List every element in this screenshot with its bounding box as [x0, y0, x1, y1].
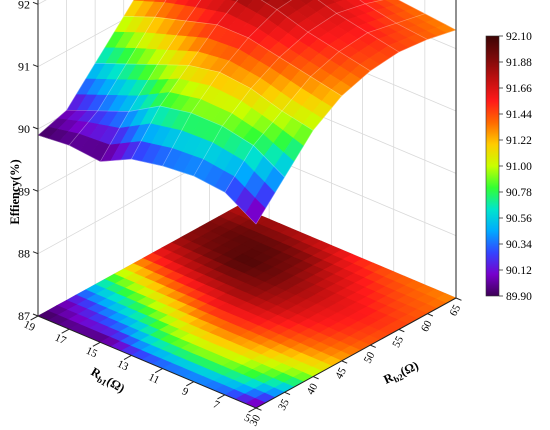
x-tick-label: 5 [242, 412, 253, 425]
y-axis-line [255, 297, 457, 409]
colorbar-tick-label: 90.78 [506, 187, 532, 199]
x-tick-label: 19 [22, 319, 37, 335]
y-tick-mark [341, 360, 348, 364]
surface-mesh-line [224, 13, 426, 193]
x-axis-title: Rb1(Ω) [87, 365, 127, 398]
colorbar-tick-label: 91.44 [506, 109, 532, 121]
y-tick-mark [370, 344, 376, 348]
surface-mesh-line [99, 0, 202, 162]
x-tick-mark [92, 341, 101, 347]
x-tick-mark [217, 394, 226, 400]
surface-mesh-line [359, 0, 428, 40]
surface-mesh-line [37, 134, 257, 225]
colorbar-tick-label: 90.34 [506, 239, 532, 251]
y-tick-mark [284, 391, 291, 396]
z-tick-label: 90 [18, 122, 30, 136]
y-tick-label: 35 [276, 397, 292, 413]
surface-cell [260, 0, 272, 4]
x-tick-label: 7 [211, 399, 222, 412]
surface-mesh-line [37, 0, 135, 136]
colorbar-tick-label: 91.22 [506, 135, 532, 147]
surface-cell [245, 197, 266, 225]
x-axis-line [37, 315, 257, 409]
z-tick-label: 87 [18, 309, 30, 323]
y-tick-label: 45 [333, 365, 349, 381]
surface-mesh-line [123, 16, 342, 97]
x-tick-mark [61, 328, 70, 334]
y-tick-mark [398, 328, 405, 333]
z-tick-mark [32, 313, 39, 317]
y-tick-mark [427, 313, 434, 317]
x-tick-label: 15 [84, 345, 99, 361]
surface-mesh-line [131, 0, 239, 160]
axis-ticks: 5791113151719303540455055606587888990919… [18, 0, 463, 428]
colorbar-tick-label: 91.66 [506, 83, 532, 95]
z-tick-label: 88 [18, 247, 30, 261]
z-tick-mark [32, 1, 39, 5]
colorbar-tick-label: 90.56 [506, 213, 532, 225]
x-tick-label: 11 [147, 371, 162, 386]
z-tick-label: 89 [18, 184, 30, 198]
surface-plot [37, 0, 457, 225]
y-axis-title: Rb2(Ω) [381, 358, 421, 388]
z-axis-title: Effiency(%) [8, 159, 22, 224]
z-tick-label: 91 [18, 60, 30, 74]
colorbar-tick-label: 89.90 [506, 291, 532, 303]
x-tick-label: 9 [180, 385, 191, 398]
contour-projection [37, 205, 457, 409]
surface-mesh-line [68, 0, 167, 146]
z-tick-mark [32, 126, 39, 130]
z-tick-label: 92 [18, 0, 30, 11]
colorbar-tick-label: 92.10 [506, 31, 532, 43]
colorbar-tick-label: 90.12 [506, 265, 532, 277]
y-tick-label: 60 [419, 318, 435, 334]
colorbar: 92.10 91.88 91.66 91.44 91.22 91.00 90.78 90.56… [485, 31, 532, 303]
y-tick-mark [455, 297, 462, 301]
surface-mesh-line [162, 0, 293, 167]
surface-mesh-line [397, 0, 457, 31]
surface-mesh-line [193, 0, 384, 177]
x-tick-label: 13 [115, 358, 130, 374]
surface-mesh-line [255, 29, 457, 225]
colorbar-tick-label: 91.88 [506, 57, 532, 69]
colorbar-gradient [485, 35, 500, 297]
surface-mesh-line [95, 62, 314, 131]
y-tick-label: 65 [447, 302, 463, 318]
colorbar-tick-label: 91.00 [506, 161, 532, 173]
x-tick-mark [186, 381, 194, 387]
surface-mesh-line [317, 0, 400, 53]
y-tick-label: 55 [390, 334, 406, 350]
z-tick-mark [32, 64, 39, 68]
colorbar-ticks: 92.10 91.88 91.66 91.44 91.22 91.00 90.78 90.56… [499, 31, 532, 303]
x-tick-label: 17 [53, 332, 68, 348]
z-tick-mark [32, 251, 39, 255]
y-tick-mark [312, 376, 319, 380]
surface-mesh-line [66, 105, 285, 178]
x-tick-mark [154, 368, 163, 374]
surface-mesh-line [260, 0, 371, 72]
surface-cell [280, 0, 292, 4]
x-tick-mark [30, 315, 39, 321]
y-tick-mark [255, 407, 262, 411]
z-tick-mark [32, 188, 39, 192]
y-tick-label: 40 [305, 381, 321, 397]
x-tick-mark [248, 407, 257, 413]
x-tick-mark [123, 354, 132, 360]
y-tick-label: 50 [362, 350, 378, 366]
